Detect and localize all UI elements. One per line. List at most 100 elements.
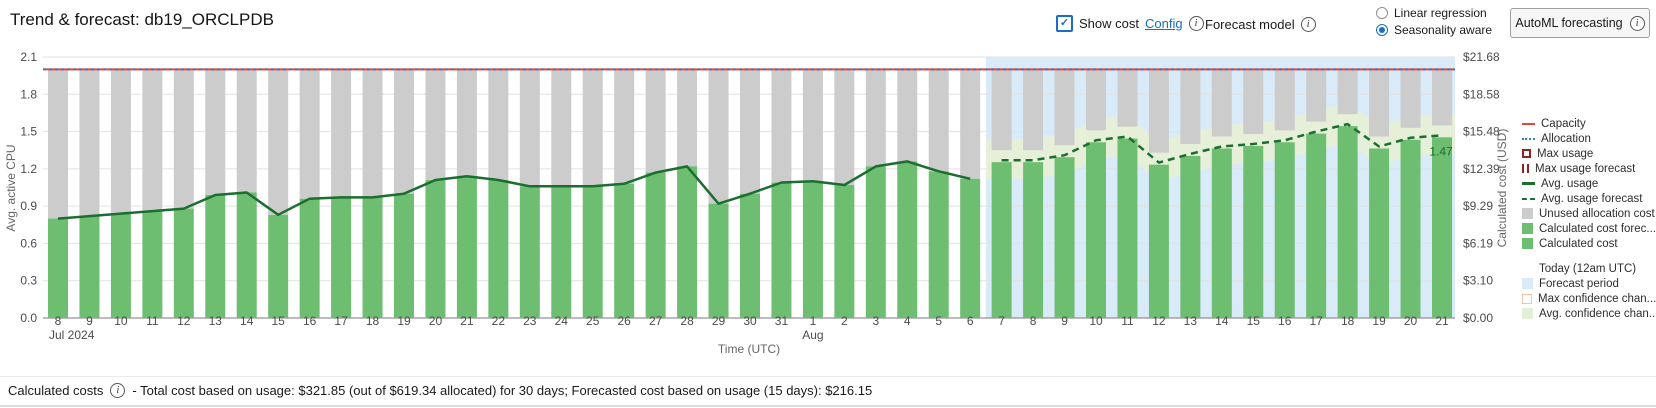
avg-usage-line — [57, 160, 971, 220]
svg-text:5: 5 — [935, 314, 942, 328]
legend-item-calculated-cost-forec: Calculated cost forec... — [1522, 221, 1656, 236]
svg-text:1.2: 1.2 — [20, 162, 37, 176]
bottom-edge — [0, 405, 1656, 407]
svg-text:0.6: 0.6 — [20, 236, 37, 250]
forecast-model-label: Forecast model — [1205, 17, 1295, 32]
svg-text:9: 9 — [1061, 314, 1068, 328]
legend-item-unused-allocation-cost: Unused allocation cost — [1522, 206, 1656, 221]
svg-text:Aug: Aug — [802, 328, 823, 342]
trend-forecast-chart[interactable]: 0.0 $0.00 0.3 $3.10 0.6 $6.19 0.9 $9.29 1.2 $12.3… — [0, 48, 1520, 370]
forecast-model-control: Forecast model i — [1205, 17, 1316, 32]
legend-label: Avg. usage forecast — [1541, 192, 1643, 205]
legend-swatch — [1522, 293, 1532, 304]
svg-text:19: 19 — [397, 314, 411, 328]
legend-swatch — [1522, 278, 1533, 289]
show-cost-info-icon[interactable]: i — [1188, 16, 1204, 31]
legend-swatch — [1522, 208, 1533, 219]
svg-text:1.5: 1.5 — [20, 125, 37, 139]
svg-text:8: 8 — [1030, 314, 1037, 328]
svg-text:$6.19: $6.19 — [1463, 236, 1493, 250]
svg-text:17: 17 — [334, 314, 348, 328]
svg-text:0.3: 0.3 — [20, 274, 37, 288]
svg-text:11: 11 — [1121, 314, 1134, 328]
legend-swatch — [1522, 263, 1533, 274]
svg-text:13: 13 — [209, 314, 223, 328]
svg-text:30: 30 — [743, 314, 757, 328]
svg-text:24: 24 — [555, 314, 569, 328]
legend-swatch — [1522, 182, 1535, 185]
svg-text:7: 7 — [998, 314, 1005, 328]
show-cost-label: Show cost — [1079, 16, 1139, 31]
legend-swatch — [1522, 223, 1533, 234]
svg-text:Calculated cost (USD): Calculated cost (USD) — [1495, 129, 1509, 248]
svg-text:14: 14 — [1215, 314, 1229, 328]
legend-swatch — [1522, 137, 1535, 140]
legend-label: Max usage — [1537, 147, 1594, 160]
svg-text:$0.00: $0.00 — [1463, 311, 1493, 325]
legend-swatch — [1522, 149, 1531, 158]
svg-text:1.47: 1.47 — [1429, 144, 1453, 158]
legend-swatch — [1522, 308, 1533, 319]
svg-text:10: 10 — [114, 314, 128, 328]
svg-text:14: 14 — [240, 314, 254, 328]
svg-text:19: 19 — [1372, 314, 1386, 328]
forecast-model-radio-group: Linear regression Seasonality aware — [1376, 6, 1492, 37]
svg-text:20: 20 — [1404, 314, 1418, 328]
footer-divider — [0, 376, 1656, 377]
svg-text:31: 31 — [775, 314, 789, 328]
legend-item-calculated-cost: Calculated cost — [1522, 236, 1656, 251]
svg-text:16: 16 — [1278, 314, 1292, 328]
svg-text:15: 15 — [1247, 314, 1261, 328]
svg-text:22: 22 — [492, 314, 506, 328]
show-cost-checkbox[interactable]: ✓ — [1056, 15, 1073, 32]
page-title: Trend & forecast: db19_ORCLPDB — [10, 10, 274, 29]
automl-forecasting-label: AutoML forecasting — [1515, 16, 1623, 30]
forecast-model-info-icon[interactable]: i — [1300, 17, 1316, 32]
svg-text:26: 26 — [618, 314, 632, 328]
radio-seasonality-aware[interactable]: Seasonality aware — [1376, 23, 1492, 37]
legend-label: Capacity — [1541, 117, 1586, 130]
svg-text:20: 20 — [429, 314, 443, 328]
svg-text:3: 3 — [872, 314, 879, 328]
svg-text:$15.48: $15.48 — [1463, 125, 1500, 139]
svg-text:28: 28 — [680, 314, 694, 328]
svg-text:21: 21 — [1435, 314, 1449, 328]
svg-text:9: 9 — [86, 314, 93, 328]
svg-text:25: 25 — [586, 314, 600, 328]
show-cost-control: ✓ Show cost Config i — [1056, 15, 1204, 32]
legend-item-capacity: Capacity — [1522, 116, 1656, 131]
legend-label: Forecast period — [1539, 277, 1619, 290]
chart-legend: Capacity Allocation Max usage Max usage for… — [1522, 116, 1656, 321]
svg-text:17: 17 — [1310, 314, 1324, 328]
svg-text:1.8: 1.8 — [20, 87, 37, 101]
legend-item-max-usage-forecast: Max usage forecast — [1522, 161, 1656, 176]
svg-text:2: 2 — [841, 314, 848, 328]
legend-label: Allocation — [1541, 132, 1591, 145]
svg-text:29: 29 — [712, 314, 726, 328]
calculated-costs-text: - Total cost based on usage: $321.85 (ou… — [132, 383, 873, 398]
svg-text:1: 1 — [810, 314, 817, 328]
svg-text:8: 8 — [55, 314, 62, 328]
radio-button-icon[interactable] — [1376, 7, 1388, 19]
calculated-costs-info-icon[interactable]: i — [110, 383, 126, 398]
svg-text:$21.68: $21.68 — [1463, 50, 1500, 64]
config-link[interactable]: Config — [1144, 16, 1183, 31]
legend-label: Unused allocation cost — [1539, 207, 1655, 220]
automl-info-icon[interactable]: i — [1629, 15, 1645, 31]
legend-item-allocation: Allocation — [1522, 131, 1656, 146]
svg-text:$3.10: $3.10 — [1463, 274, 1493, 288]
automl-forecasting-button[interactable]: AutoML forecasting i — [1510, 8, 1650, 38]
svg-text:23: 23 — [523, 314, 537, 328]
radio-button-icon[interactable] — [1376, 24, 1388, 36]
legend-item-avg-usage: Avg. usage — [1522, 176, 1656, 191]
svg-text:10: 10 — [1089, 314, 1103, 328]
svg-text:4: 4 — [904, 314, 911, 328]
svg-text:16: 16 — [303, 314, 317, 328]
radio-linear-regression[interactable]: Linear regression — [1376, 6, 1492, 20]
svg-text:$12.39: $12.39 — [1463, 162, 1500, 176]
svg-text:Time (UTC): Time (UTC) — [718, 342, 780, 356]
legend-swatch — [1522, 197, 1535, 200]
svg-text:12: 12 — [177, 314, 191, 328]
legend-item-max-confidence-chan: Max confidence chan... — [1522, 291, 1656, 306]
legend-label: Avg. usage — [1541, 177, 1599, 190]
